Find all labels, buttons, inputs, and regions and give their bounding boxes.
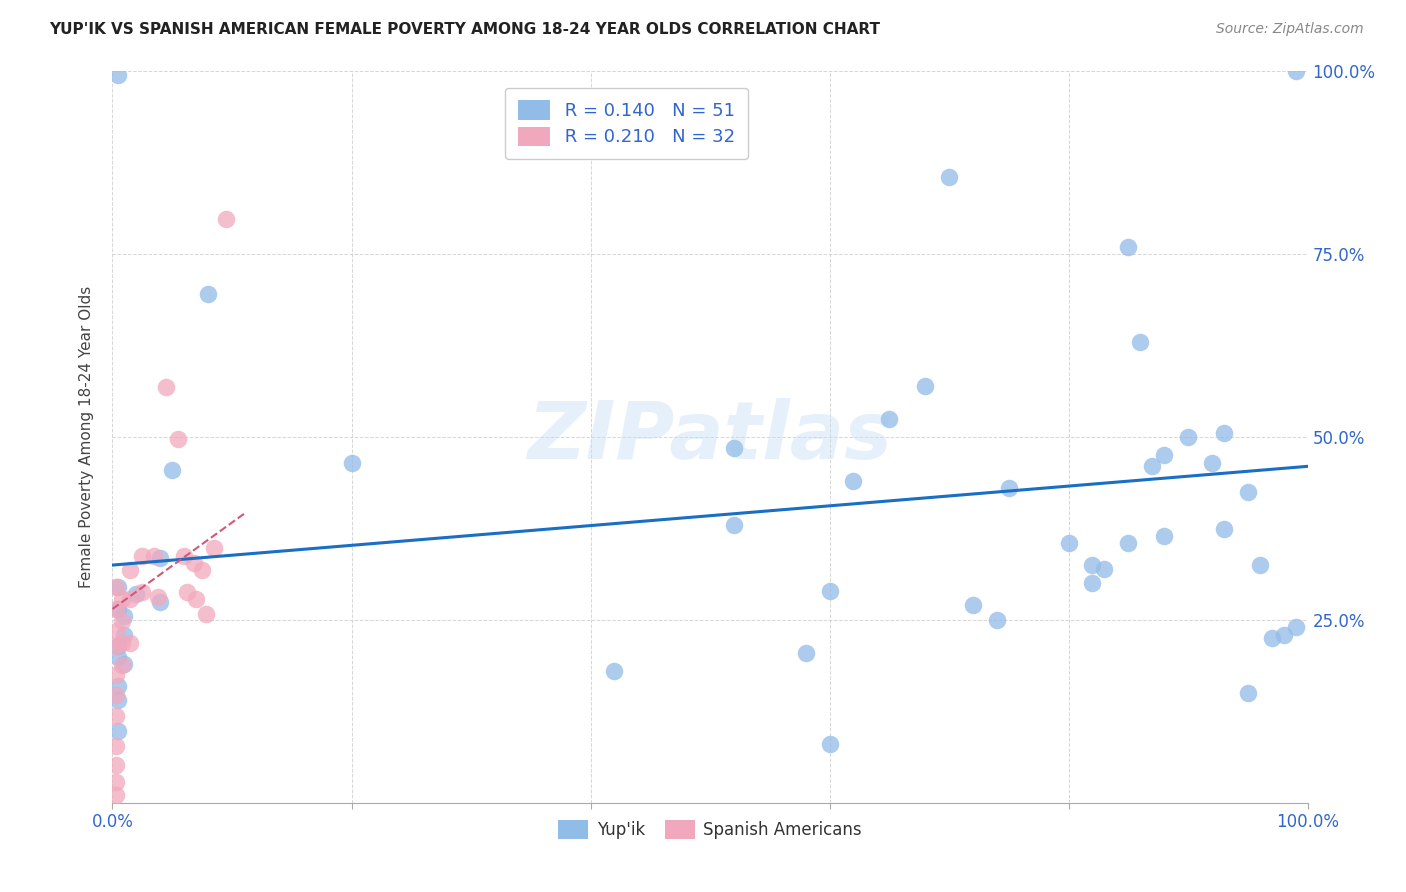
Point [1213,521,1236,535]
Point [1118,536,1140,550]
Point [1237,686,1260,700]
Point [998,481,1021,495]
Point [155,380,177,394]
Point [120,563,142,577]
Point [603,664,626,678]
Point [107,639,129,653]
Point [1285,64,1308,78]
Point [176,585,198,599]
Point [818,737,841,751]
Point [107,679,129,693]
Point [215,212,238,227]
Point [131,585,153,599]
Point [962,599,984,613]
Point [105,667,128,681]
Text: YUP'IK VS SPANISH AMERICAN FEMALE POVERTY AMONG 18-24 YEAR OLDS CORRELATION CHAR: YUP'IK VS SPANISH AMERICAN FEMALE POVERT… [49,22,880,37]
Point [173,549,195,563]
Point [111,615,134,629]
Point [1237,485,1260,500]
Point [202,541,225,556]
Point [107,693,129,707]
Point [1118,240,1140,254]
Point [120,592,142,607]
Point [111,636,134,650]
Point [1153,529,1175,543]
Point [105,775,128,789]
Text: Source: ZipAtlas.com: Source: ZipAtlas.com [1216,22,1364,37]
Point [1057,536,1080,550]
Point [107,602,129,616]
Point [1177,430,1199,444]
Point [1094,562,1116,576]
Point [197,287,219,301]
Point [114,627,135,641]
Point [105,624,128,638]
Point [842,474,865,488]
Point [938,170,960,185]
Point [1081,558,1104,573]
Point [914,379,936,393]
Point [186,592,208,607]
Point [1261,632,1284,646]
Point [107,724,129,739]
Point [1081,576,1104,591]
Point [143,549,166,563]
Point [105,602,128,616]
Point [146,590,169,604]
Point [131,549,153,563]
Point [105,709,128,723]
Point [107,580,129,594]
Point [1285,620,1308,634]
Point [125,587,148,601]
Point [986,613,1008,627]
Point [1249,558,1271,573]
Point [105,739,128,753]
Point [114,609,135,624]
Point [120,636,142,650]
Point [111,592,134,607]
Point [818,583,841,598]
Point [105,639,128,653]
Point [194,607,217,621]
Point [1272,627,1295,641]
Legend: Yup'ik, Spanish Americans: Yup'ik, Spanish Americans [551,814,869,846]
Point [105,789,128,803]
Point [149,594,172,608]
Point [105,688,128,702]
Point [105,580,128,594]
Point [879,412,901,426]
Point [1201,456,1223,470]
Point [191,563,214,577]
Point [149,550,172,565]
Point [107,649,129,664]
Point [1129,334,1152,349]
Point [111,658,134,673]
Point [1142,459,1164,474]
Y-axis label: Female Poverty Among 18-24 Year Olds: Female Poverty Among 18-24 Year Olds [79,286,94,588]
Point [105,757,128,772]
Point [723,441,745,455]
Point [1153,448,1175,462]
Point [723,517,745,532]
Point [183,556,205,570]
Point [340,456,363,470]
Point [1213,426,1236,441]
Point [114,657,135,671]
Point [167,432,190,446]
Text: ZIPatlas: ZIPatlas [527,398,893,476]
Point [162,463,183,477]
Point [794,646,817,660]
Point [107,68,129,82]
